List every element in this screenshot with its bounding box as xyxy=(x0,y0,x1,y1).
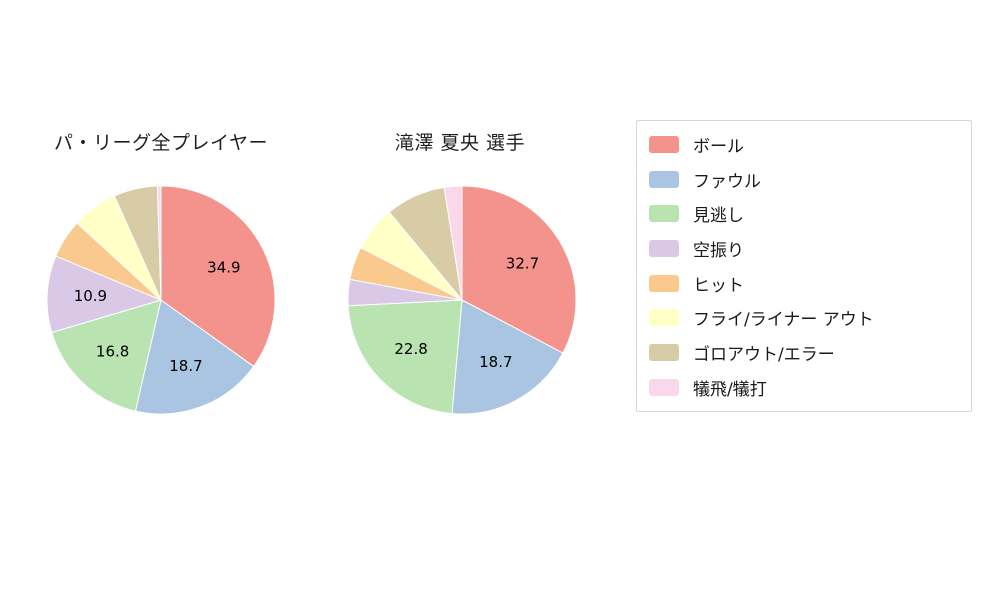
pie-slice xyxy=(134,299,255,415)
legend: ボールファウル見逃し空振りヒットフライ/ライナー アウト ゴロアウト/エラー 犠飛/… xyxy=(636,120,972,412)
chart-title-league: パ・リーグ全プレイヤー xyxy=(54,132,268,154)
legend-item: ファウル xyxy=(637,162,971,196)
slice-value-label: 18.7 xyxy=(479,353,512,371)
legend-color-swatch xyxy=(649,274,679,292)
legend-label: ファウル xyxy=(693,171,761,192)
pie-slice xyxy=(51,299,162,412)
legend-color-swatch xyxy=(649,240,679,258)
pie-chart-player: 32.7 18.7 22.8 xyxy=(347,185,577,415)
slice-value-label: 16.8 xyxy=(96,343,129,361)
legend-label: 見逃し xyxy=(693,206,744,227)
legend-color-swatch xyxy=(649,344,679,362)
legend-color-swatch xyxy=(649,170,679,188)
legend-item: ヒット xyxy=(637,266,971,300)
legend-label: フライ/ライナー アウト xyxy=(693,310,874,331)
slice-value-label: 22.8 xyxy=(394,340,427,358)
slice-value-label: 32.7 xyxy=(506,254,539,272)
pie-slice xyxy=(443,185,463,301)
legend-label: ヒット xyxy=(693,275,744,296)
legend-item: 見逃し xyxy=(637,197,971,231)
slice-value-label: 34.9 xyxy=(207,259,240,277)
pie-slice xyxy=(461,185,577,354)
legend-label: ゴロアウト/エラー xyxy=(693,345,835,366)
legend-label: 犠飛/犠打 xyxy=(693,379,767,400)
legend-item: ゴロアウト/エラー xyxy=(637,336,971,370)
legend-label: ボール xyxy=(693,137,744,158)
legend-item: 空振り xyxy=(637,232,971,266)
legend-color-swatch xyxy=(649,378,679,396)
legend-color-swatch xyxy=(649,205,679,223)
legend-color-swatch xyxy=(649,136,679,154)
pie-slice xyxy=(347,299,463,415)
pie-slice xyxy=(156,185,162,301)
slice-value-label: 10.9 xyxy=(74,287,107,305)
pie-slice xyxy=(46,255,163,334)
pie-slice xyxy=(451,299,564,415)
legend-item: ボール xyxy=(637,128,971,162)
slice-value-label: 18.7 xyxy=(169,357,202,375)
chart-title-player: 滝澤 夏央 選手 xyxy=(394,132,526,154)
legend-label: 空振り xyxy=(693,241,744,262)
legend-color-swatch xyxy=(649,309,679,327)
legend-item: 犠飛/犠打 xyxy=(637,370,971,404)
pie-slice xyxy=(160,185,276,368)
legend-item: フライ/ライナー アウト xyxy=(637,301,971,335)
pie-chart-league: 34.9 18.7 16.8 10.9 xyxy=(46,185,276,415)
